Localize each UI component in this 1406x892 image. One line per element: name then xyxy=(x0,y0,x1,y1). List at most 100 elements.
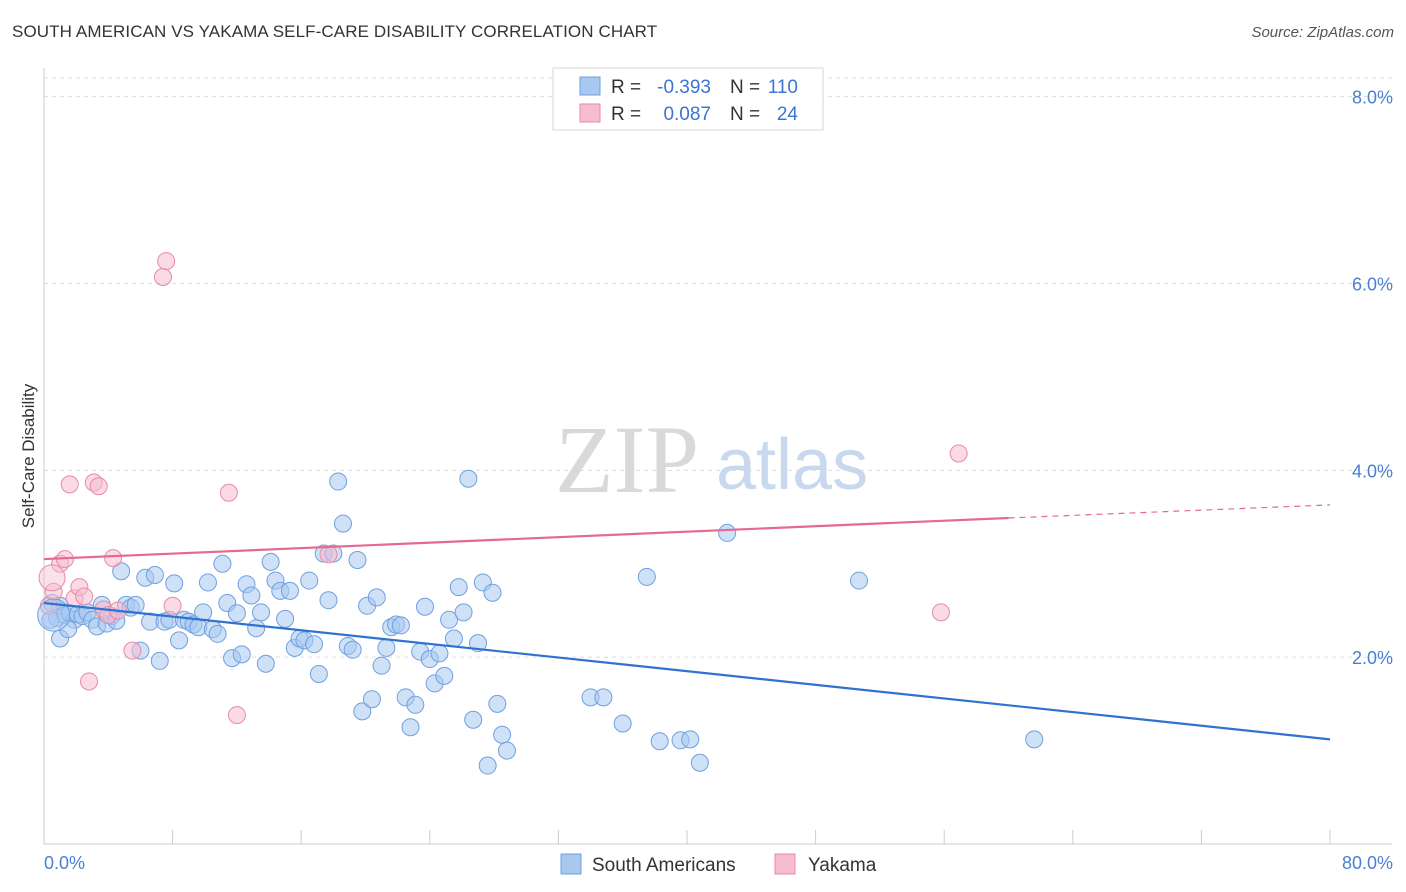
legend-r-value-1: -0.393 xyxy=(657,77,711,98)
south-american-point-18 xyxy=(126,595,145,614)
south-american-point-49 xyxy=(276,609,295,628)
yakama-point-19 xyxy=(219,483,238,502)
south-american-point-54 xyxy=(300,571,319,590)
watermark-atlas: atlas xyxy=(716,425,868,505)
correlation-legend: R = -0.393 N = 110 R = 0.087 N = 24 xyxy=(552,67,824,131)
south-american-point-58 xyxy=(319,591,338,610)
south-american-point-50 xyxy=(280,581,299,600)
south-american-point-105 xyxy=(850,571,869,590)
y-tick-label-3: 8.0% xyxy=(1352,88,1393,108)
chart-title: SOUTH AMERICAN VS YAKAMA SELF-CARE DISAB… xyxy=(12,22,658,41)
yakama-point-large xyxy=(38,564,66,592)
south-american-point-67 xyxy=(362,690,381,709)
south-american-point-91 xyxy=(478,756,497,775)
south-american-point-98 xyxy=(613,714,632,733)
south-american-point-63 xyxy=(343,640,362,659)
south-american-point-36 xyxy=(213,554,232,573)
legend-r-label-2: R = xyxy=(611,104,641,125)
y-axis-title: Self-Care Disability xyxy=(19,383,38,528)
yakama-point-20 xyxy=(227,706,246,725)
south-american-point-89 xyxy=(469,634,488,653)
south-american-point-44 xyxy=(252,603,271,622)
x-tick-label-max: 80.0% xyxy=(1342,853,1393,873)
yakama-point-16 xyxy=(153,267,172,286)
south-american-point-81 xyxy=(430,644,449,663)
south-american-point-60 xyxy=(329,472,348,491)
tick-labels: 2.0% 4.0% 6.0% 8.0% 0.0% 80.0% xyxy=(44,88,1393,873)
yakama-point-8 xyxy=(80,672,99,691)
yakama-point-22 xyxy=(931,603,950,622)
y-tick-label-0: 2.0% xyxy=(1352,648,1393,668)
yakama-point-4 xyxy=(60,475,79,494)
south-american-point-94 xyxy=(493,725,512,744)
south-american-point-103 xyxy=(690,753,709,772)
legend-n-label-1: N = xyxy=(730,77,760,98)
south-american-point-88 xyxy=(464,710,483,729)
y-tick-label-2: 6.0% xyxy=(1352,275,1393,295)
legend-r-value-2: 0.087 xyxy=(663,104,711,125)
yakama-point-21 xyxy=(319,545,338,564)
legend-swatch-yakama xyxy=(579,103,601,123)
south-american-trend-line xyxy=(43,601,1331,741)
legend-n-label-2: N = xyxy=(730,104,760,125)
grid-lines xyxy=(44,77,1392,658)
bottom-legend-swatch-yakama xyxy=(774,853,796,875)
south-american-point-85 xyxy=(449,578,468,597)
south-american-point-45 xyxy=(256,654,275,673)
south-american-point-97 xyxy=(594,688,613,707)
legend-swatch-south-americans xyxy=(579,76,601,96)
south-american-point-46 xyxy=(261,552,280,571)
south-american-point-92 xyxy=(483,583,502,602)
bottom-legend-swatch-south-americans xyxy=(560,853,582,875)
bottom-legend-label-south-americans: South Americans xyxy=(592,855,736,876)
south-american-point-43 xyxy=(247,619,266,638)
south-american-point-104 xyxy=(718,523,737,542)
axes xyxy=(43,68,1392,845)
yakama-point-17 xyxy=(157,252,176,271)
data-points xyxy=(37,252,1044,775)
yakama-point-13 xyxy=(104,549,123,568)
south-american-point-87 xyxy=(459,469,478,488)
yakama-trend-line xyxy=(43,516,1009,561)
legend-r-label-1: R = xyxy=(611,77,641,98)
south-american-point-102 xyxy=(681,730,700,749)
south-american-point-73 xyxy=(391,616,410,635)
south-american-point-56 xyxy=(309,664,328,683)
south-american-point-64 xyxy=(348,551,367,570)
south-american-point-83 xyxy=(440,610,459,629)
south-american-point-61 xyxy=(333,514,352,533)
x-tick-label-min: 0.0% xyxy=(44,853,85,873)
south-american-point-65 xyxy=(353,702,372,721)
south-american-point-99 xyxy=(637,567,656,586)
south-american-point-33 xyxy=(198,573,217,592)
south-american-point-large xyxy=(37,598,71,632)
south-american-point-40 xyxy=(232,645,251,664)
south-american-point-106 xyxy=(1025,730,1044,749)
south-american-point-68 xyxy=(367,588,386,607)
south-american-point-15 xyxy=(112,562,131,581)
south-american-point-100 xyxy=(650,732,669,751)
south-american-point-27 xyxy=(170,631,189,650)
yakama-point-15 xyxy=(123,641,142,660)
south-american-point-93 xyxy=(488,694,507,713)
south-american-point-86 xyxy=(454,603,473,622)
south-american-point-23 xyxy=(150,651,169,670)
south-american-point-70 xyxy=(377,638,396,657)
yakama-point-23 xyxy=(949,444,968,463)
south-american-point-78 xyxy=(415,597,434,616)
series-legend: South Americans Yakama xyxy=(560,853,877,876)
yakama-point-7 xyxy=(75,587,94,606)
south-american-point-39 xyxy=(227,604,246,623)
bottom-legend-label-yakama: Yakama xyxy=(808,855,877,876)
south-american-point-69 xyxy=(372,656,391,675)
south-american-point-22 xyxy=(145,565,164,584)
watermark: ZIP atlas xyxy=(555,406,868,513)
trend-lines xyxy=(43,504,1331,741)
south-american-point-75 xyxy=(401,718,420,737)
south-american-point-76 xyxy=(406,695,425,714)
source-label: Source: ZipAtlas.com xyxy=(1251,24,1394,41)
yakama-point-18 xyxy=(163,596,182,615)
legend-n-value-1: 110 xyxy=(768,77,798,98)
south-american-point-82 xyxy=(435,666,454,685)
